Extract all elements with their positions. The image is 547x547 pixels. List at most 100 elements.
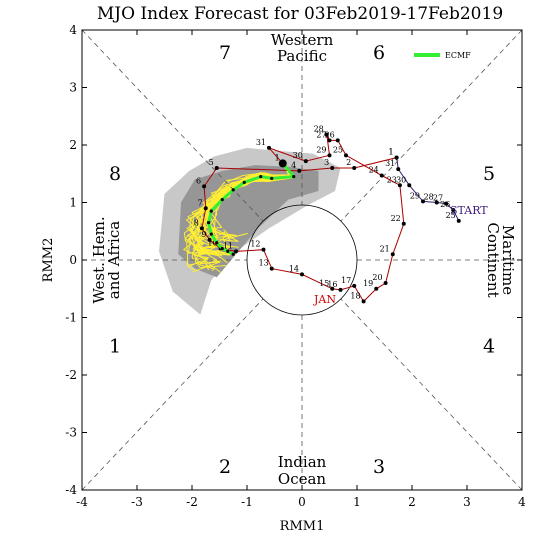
track-point xyxy=(202,184,207,189)
spread-region-dark xyxy=(178,165,319,278)
track-point xyxy=(330,286,335,291)
track-day-label: 31 xyxy=(256,138,266,147)
track-day-label: 9 xyxy=(202,230,207,239)
track-point xyxy=(269,266,274,271)
track-day-label: 17 xyxy=(341,276,351,285)
track-point xyxy=(267,145,271,150)
track-day-label: 29 xyxy=(410,191,420,200)
region-left-line2: and Africa xyxy=(105,221,123,299)
forecast-point xyxy=(209,209,213,213)
track-point xyxy=(300,272,304,277)
y-tick-label: 3 xyxy=(69,81,77,95)
track-day-label: 20 xyxy=(372,273,382,282)
phase-boundary-line xyxy=(81,298,264,491)
track-point xyxy=(407,183,412,188)
track-point xyxy=(261,247,266,252)
phase-number: 4 xyxy=(483,335,495,357)
track-day-label: 28 xyxy=(424,193,434,202)
track-point xyxy=(383,281,388,285)
track-point xyxy=(214,166,219,170)
phase-number: 8 xyxy=(109,163,121,185)
forecast-point xyxy=(231,188,235,192)
y-tick-label: 1 xyxy=(69,196,77,210)
forecast-point xyxy=(220,246,224,251)
region-right-line2: Continent xyxy=(484,222,502,297)
region-bottom-line1: Indian xyxy=(278,453,327,471)
y-tick-label: 2 xyxy=(69,138,77,152)
track-day-label: 14 xyxy=(289,264,299,273)
forecast-point xyxy=(215,241,219,245)
phase-number: 5 xyxy=(483,163,495,185)
track-day-label: 22 xyxy=(391,214,401,223)
track-point xyxy=(207,237,212,242)
forecast-point xyxy=(220,198,224,202)
track-point xyxy=(330,166,335,170)
forecast-point xyxy=(259,175,263,179)
track-point xyxy=(451,207,456,212)
track-point xyxy=(401,221,406,226)
x-axis-label: RMM1 xyxy=(280,519,325,534)
y-tick-label: 0 xyxy=(69,253,77,267)
x-tick-label: -1 xyxy=(241,495,253,509)
forecast-point xyxy=(206,221,211,225)
track-point xyxy=(421,199,425,204)
forecast-point xyxy=(270,176,274,180)
region-top-line2: Pacific xyxy=(277,47,327,65)
y-tick-label: -4 xyxy=(65,483,77,497)
phase-number: 1 xyxy=(109,335,121,357)
region-bottom-line2: Ocean xyxy=(278,470,327,488)
x-tick-label: 1 xyxy=(353,495,361,509)
track-point xyxy=(396,167,401,172)
region-top-line1: Western xyxy=(271,31,334,49)
x-tick-label: -2 xyxy=(186,495,198,509)
track-day-label: 13 xyxy=(259,259,269,268)
track-day-label: 4 xyxy=(291,161,296,170)
forecast-mean-track xyxy=(206,159,297,256)
forecast-point xyxy=(226,249,230,253)
track-day-label: 19 xyxy=(363,279,373,288)
phase-number: 7 xyxy=(219,42,231,64)
track-day-label: 11 xyxy=(223,241,233,250)
track-point xyxy=(199,226,204,231)
ensemble-spread-dark xyxy=(178,165,319,278)
track-day-label: 1 xyxy=(389,148,394,157)
track-day-label: 23 xyxy=(387,175,397,184)
track-point xyxy=(335,138,340,143)
track-day-label: 5 xyxy=(209,158,214,167)
forecast-point xyxy=(242,180,246,184)
start-label: START xyxy=(450,204,488,217)
x-tick-label: -4 xyxy=(76,495,88,509)
phase-lines xyxy=(81,29,523,491)
month-label-jan: JAN xyxy=(313,293,336,306)
x-tick-label: 3 xyxy=(463,495,471,509)
track-day-label: 15 xyxy=(319,279,329,288)
track-point xyxy=(327,153,332,158)
track-day-label: 18 xyxy=(350,291,360,300)
track-day-label: 16 xyxy=(327,280,337,289)
track-day-label: 30 xyxy=(293,151,303,160)
track-day-label: 30 xyxy=(396,175,406,184)
track-point xyxy=(234,249,238,254)
track-day-label: 10 xyxy=(207,239,217,248)
track-day-label: 28 xyxy=(314,125,324,134)
track-day-label: 29 xyxy=(316,145,326,154)
ensemble-member-line xyxy=(189,163,295,262)
track-day-label: 1 xyxy=(389,148,394,157)
track-day-label: 1 xyxy=(275,153,280,162)
track-day-label: 2 xyxy=(346,158,351,167)
legend-label: ECMF xyxy=(445,51,471,60)
region-right-line1: Maritime xyxy=(499,225,517,295)
track-day-label: 12 xyxy=(250,240,260,249)
y-axis-label: RMM2 xyxy=(41,238,56,283)
phase-number: 3 xyxy=(373,456,385,478)
forecast-point xyxy=(292,175,296,179)
track-day-label: 27 xyxy=(316,130,326,139)
phase-boundary-line xyxy=(340,298,523,491)
track-point xyxy=(352,283,357,288)
track-point xyxy=(397,183,402,188)
track-point xyxy=(390,252,395,257)
track-point xyxy=(374,286,379,291)
